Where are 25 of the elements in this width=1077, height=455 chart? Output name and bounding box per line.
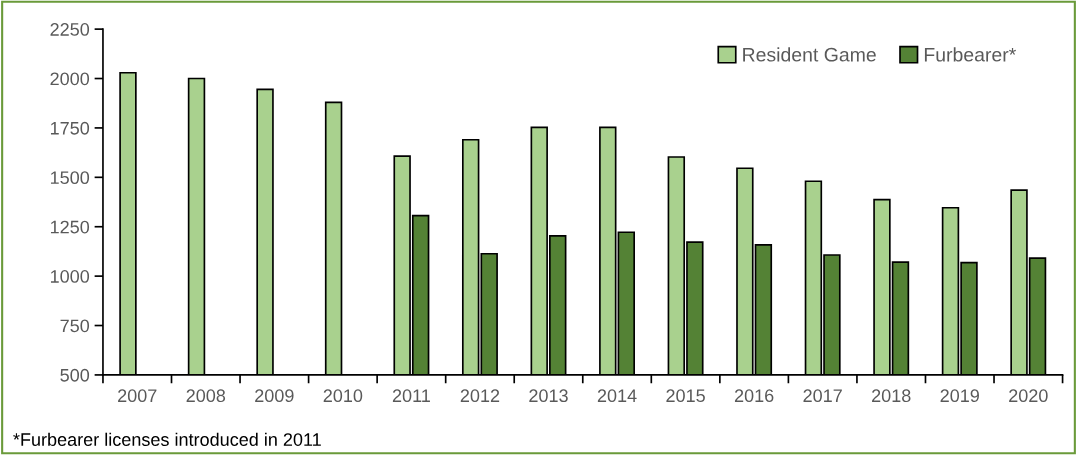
x-tick-label: 2015 [666, 389, 705, 403]
y-tick-label: 500 [60, 368, 90, 382]
y-tick-label: 2250 [50, 23, 90, 36]
x-tick-label: 2011 [392, 389, 430, 403]
legend-label: Furbearer* [924, 47, 1016, 62]
y-tick-label: 1750 [50, 121, 90, 135]
x-tick-label: 2017 [803, 389, 842, 403]
y-tick-label: 1250 [50, 220, 90, 234]
x-tick-label: 2018 [872, 389, 911, 403]
x-tick-label: 2008 [186, 389, 226, 403]
x-tick-label: 2012 [460, 389, 500, 403]
y-tick-label: 750 [60, 319, 90, 333]
x-tick-label: 2014 [597, 389, 637, 403]
y-tick-label: 1500 [50, 171, 90, 185]
y-tick-label: 2000 [50, 72, 90, 86]
x-tick-label: 2016 [734, 389, 774, 403]
x-tick-label: 2010 [323, 389, 363, 403]
legend-label: Resident Game [743, 47, 876, 62]
x-tick-label: 2013 [529, 389, 568, 403]
x-tick-label: 2019 [940, 389, 979, 403]
text: *Furbearer licenses introduced in 2011 [13, 432, 321, 446]
x-tick-label: 2007 [118, 389, 157, 403]
x-tick-label: 2009 [255, 389, 294, 403]
y-tick-label: 1000 [50, 270, 90, 283]
x-tick-label: 2020 [1009, 389, 1048, 403]
